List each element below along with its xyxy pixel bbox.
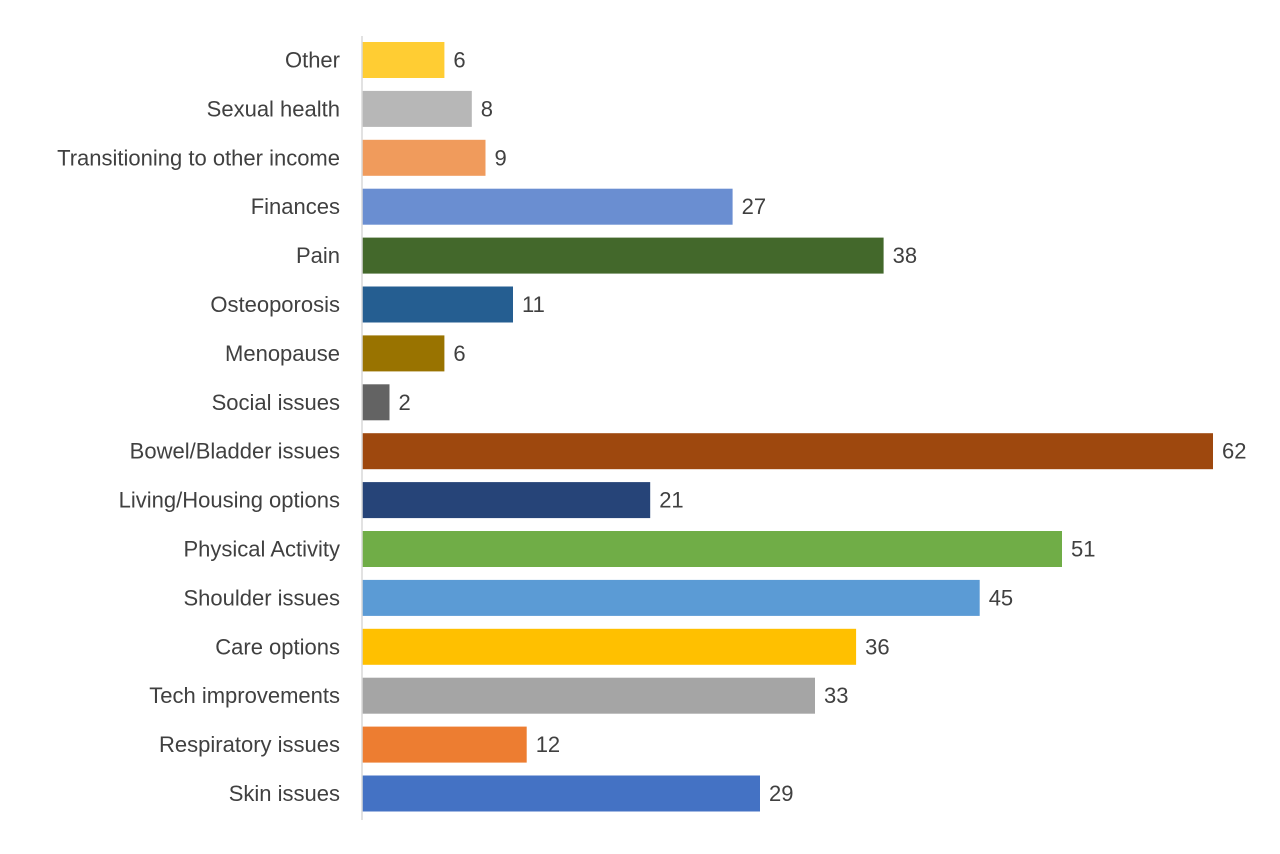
category-labels: Other Sexual health Transitioning to other…: [57, 48, 340, 807]
category-label-social-issues: Social issues: [212, 390, 340, 415]
category-label-pain: Pain: [296, 243, 340, 268]
bar-tech-improvements: [362, 677, 815, 714]
value-label-respiratory-issues: 12: [536, 732, 560, 757]
category-label-tech-improvements: Tech improvements: [149, 683, 340, 708]
category-label-shoulder-issues: Shoulder issues: [183, 585, 340, 610]
bar-finances: [362, 188, 733, 225]
bar-osteoporosis: [362, 286, 513, 323]
bar-sexual-health: [362, 90, 472, 127]
value-label-tech-improvements: 33: [824, 683, 848, 708]
category-label-skin-issues: Skin issues: [229, 781, 340, 806]
value-label-transitioning-to-other-income: 9: [495, 145, 507, 170]
category-label-physical-activity: Physical Activity: [184, 537, 341, 562]
category-label-other: Other: [285, 48, 340, 73]
bar-social-issues: [362, 384, 390, 421]
value-label-living-housing-options: 21: [659, 488, 683, 513]
bar-skin-issues: [362, 775, 760, 812]
category-label-respiratory-issues: Respiratory issues: [159, 732, 340, 757]
category-label-care-options: Care options: [215, 634, 340, 659]
value-label-physical-activity: 51: [1071, 537, 1095, 562]
bar-bowel-bladder-issues: [362, 433, 1213, 470]
bar-care-options: [362, 628, 857, 665]
value-label-bowel-bladder-issues: 62: [1222, 439, 1246, 464]
value-label-osteoporosis: 11: [522, 292, 545, 317]
bar-pain: [362, 237, 884, 274]
value-label-pain: 38: [893, 243, 917, 268]
bar-menopause: [362, 335, 445, 372]
value-label-sexual-health: 8: [481, 96, 493, 121]
value-label-shoulder-issues: 45: [989, 585, 1013, 610]
bar-transitioning-to-other-income: [362, 139, 486, 176]
category-label-menopause: Menopause: [225, 341, 340, 366]
value-label-care-options: 36: [865, 634, 889, 659]
category-label-transitioning-to-other-income: Transitioning to other income: [57, 145, 340, 170]
category-label-bowel-bladder-issues: Bowel/Bladder issues: [130, 439, 340, 464]
bar-living-housing-options: [362, 482, 651, 519]
category-label-osteoporosis: Osteoporosis: [210, 292, 340, 317]
value-label-social-issues: 2: [399, 390, 411, 415]
category-label-finances: Finances: [251, 194, 340, 219]
bar-respiratory-issues: [362, 726, 527, 763]
bar-shoulder-issues: [362, 579, 980, 616]
value-label-menopause: 6: [453, 341, 465, 366]
category-label-living-housing-options: Living/Housing options: [119, 488, 340, 513]
value-label-other: 6: [453, 48, 465, 73]
value-label-skin-issues: 29: [769, 781, 793, 806]
value-label-finances: 27: [742, 194, 766, 219]
bar-physical-activity: [362, 531, 1062, 567]
bars-group: [362, 42, 1213, 812]
category-label-sexual-health: Sexual health: [207, 96, 340, 121]
bar-other: [362, 42, 445, 78]
